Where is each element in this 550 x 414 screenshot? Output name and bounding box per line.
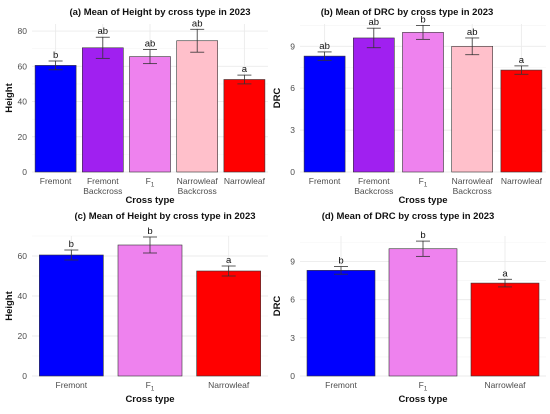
x-tick-label: F1 <box>419 380 428 393</box>
y-tick-label: 0 <box>22 167 27 177</box>
x-tick-label: Fremont <box>40 176 72 186</box>
bar <box>196 270 261 377</box>
x-tick-label: Fremont <box>325 380 357 390</box>
y-axis-label: Height <box>4 82 15 112</box>
bar <box>39 254 104 377</box>
x-tick-label: Backcross <box>453 186 492 196</box>
significance-letter: a <box>226 255 232 266</box>
bar <box>82 47 124 173</box>
y-tick-label: 40 <box>18 291 28 301</box>
y-tick-label: 80 <box>18 26 28 36</box>
x-axis-label: Cross type <box>398 195 447 206</box>
chart-title: (d) Mean of DRC by cross type in 2023 <box>322 211 495 222</box>
significance-letter: b <box>420 14 425 25</box>
x-tick-label: Backcross <box>178 186 217 196</box>
bar <box>129 56 171 173</box>
y-axis-label: DRC <box>272 88 283 109</box>
bar <box>451 46 494 173</box>
x-tick-label: Narrowleaf <box>208 380 250 390</box>
y-tick-label: 3 <box>290 333 295 343</box>
y-tick-label: 0 <box>290 371 295 381</box>
bar <box>117 244 183 377</box>
significance-letter: b <box>69 239 74 250</box>
significance-letter: ab <box>98 26 109 37</box>
x-axis-label: Cross type <box>125 394 174 405</box>
bar <box>352 37 395 173</box>
x-tick-label: Narrowleaf <box>501 176 543 186</box>
y-tick-label: 6 <box>290 83 295 93</box>
significance-letter: b <box>420 230 425 241</box>
x-tick-label: F1 <box>146 380 155 393</box>
significance-letter: a <box>519 55 525 66</box>
bar <box>500 69 543 173</box>
chart-title: (c) Mean of Height by cross type in 2023 <box>74 211 255 222</box>
significance-letter: a <box>242 64 248 75</box>
bar <box>303 55 346 173</box>
bar <box>402 32 444 173</box>
y-axis-label: DRC <box>272 296 283 317</box>
x-tick-label: Fremont <box>358 176 390 186</box>
x-tick-label: Narrowleaf <box>484 380 526 390</box>
bar <box>306 270 376 377</box>
significance-letter: b <box>147 226 152 237</box>
significance-letter: ab <box>369 17 380 28</box>
significance-letter: b <box>53 50 58 61</box>
bar <box>470 282 540 377</box>
y-tick-label: 40 <box>18 97 28 107</box>
chart-panel: b b a 0 3 6 9 Fremont F1 Narrowleaf (d) Mean of DR… <box>272 211 546 405</box>
x-axis-label: Cross type <box>125 195 174 206</box>
significance-letter: ab <box>192 18 203 29</box>
y-tick-label: 60 <box>18 61 28 71</box>
y-tick-label: 60 <box>18 251 28 261</box>
y-tick-label: 9 <box>290 41 295 51</box>
bar <box>176 40 218 173</box>
bar <box>34 65 77 173</box>
y-tick-label: 9 <box>290 256 295 266</box>
significance-letter: b <box>338 256 343 267</box>
y-tick-label: 0 <box>290 167 295 177</box>
chart-title: (b) Mean of DRC by cross type in 2023 <box>321 7 494 18</box>
x-tick-label: Narrowleaf <box>177 176 219 186</box>
x-tick-label: F1 <box>146 176 155 189</box>
y-tick-label: 20 <box>18 331 28 341</box>
x-tick-label: Fremont <box>309 176 341 186</box>
x-tick-label: Backcross <box>83 186 122 196</box>
y-tick-label: 20 <box>18 132 28 142</box>
x-tick-label: Backcross <box>354 186 393 196</box>
x-tick-label: Narrowleaf <box>224 176 266 186</box>
y-tick-label: 0 <box>22 371 27 381</box>
chart-panel: b b a 0 20 40 60 Fremont F1 Narrowleaf (c) Mean of… <box>4 211 268 405</box>
chart-title: (a) Mean of Height by cross type in 2023 <box>69 7 250 18</box>
significance-letter: ab <box>467 27 478 38</box>
significance-letter: ab <box>145 39 156 50</box>
significance-letter: ab <box>319 41 330 52</box>
y-tick-label: 6 <box>290 295 295 305</box>
x-tick-label: Fremont <box>87 176 119 186</box>
y-axis-label: Height <box>4 290 15 320</box>
x-tick-label: F1 <box>419 176 428 189</box>
bar <box>388 248 458 377</box>
x-tick-label: Narrowleaf <box>452 176 494 186</box>
y-tick-label: 3 <box>290 125 295 135</box>
bar <box>223 79 266 173</box>
significance-letter: a <box>502 268 508 279</box>
x-tick-label: Fremont <box>56 380 88 390</box>
x-axis-label: Cross type <box>398 394 447 405</box>
